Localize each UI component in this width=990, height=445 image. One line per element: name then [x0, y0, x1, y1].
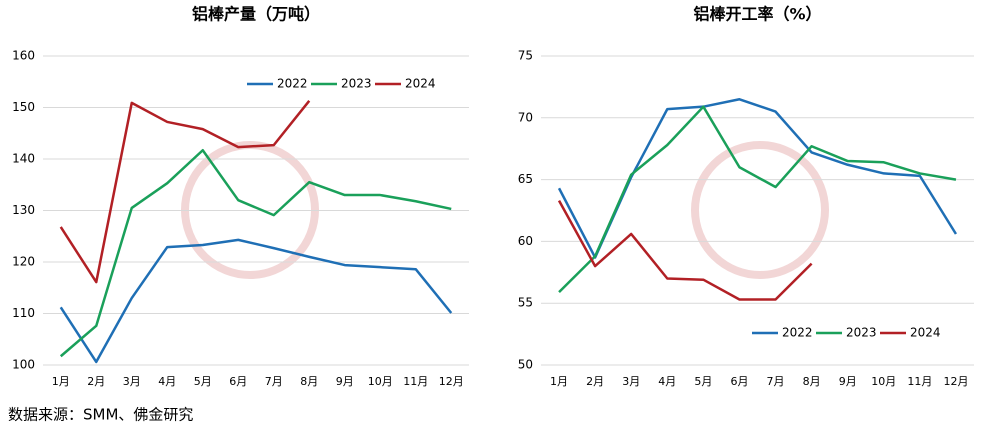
- y-tick-label: 150: [12, 100, 35, 114]
- chart-title: 铝棒开工率（%）: [693, 5, 821, 24]
- x-tick-label: 8月: [803, 375, 821, 388]
- x-tick-label: 8月: [300, 375, 318, 388]
- legend-label: 2023: [341, 77, 372, 91]
- y-tick-label: 60: [518, 234, 533, 248]
- y-tick-label: 75: [518, 49, 533, 63]
- y-tick-label: 50: [518, 358, 533, 372]
- x-tick-label: 5月: [694, 375, 712, 388]
- x-tick-label: 6月: [730, 375, 748, 388]
- y-tick-label: 55: [518, 296, 533, 310]
- x-tick-label: 4月: [658, 375, 676, 388]
- x-tick-label: 12月: [439, 375, 464, 388]
- x-tick-label: 7月: [265, 375, 283, 388]
- x-tick-label: 11月: [403, 375, 428, 388]
- x-tick-label: 10月: [871, 375, 896, 388]
- x-tick-label: 11月: [907, 375, 932, 388]
- x-tick-label: 1月: [550, 375, 568, 388]
- legend-label: 2022: [782, 326, 813, 340]
- y-tick-label: 100: [12, 358, 35, 372]
- x-tick-label: 3月: [622, 375, 640, 388]
- x-tick-label: 1月: [52, 375, 70, 388]
- x-tick-label: 10月: [368, 375, 393, 388]
- x-tick-label: 2月: [87, 375, 105, 388]
- series-line: [59, 148, 452, 358]
- series-line: [557, 200, 813, 301]
- y-tick-label: 65: [518, 172, 533, 186]
- y-tick-label: 130: [12, 203, 35, 217]
- legend-label: 2024: [910, 326, 941, 340]
- y-tick-label: 120: [12, 255, 35, 269]
- x-tick-label: 7月: [767, 375, 785, 388]
- source: 数据来源：SMM、佛金研究: [8, 406, 193, 424]
- x-tick-label: 12月: [943, 375, 968, 388]
- y-tick-label: 110: [12, 306, 35, 320]
- legend-label: 2022: [277, 77, 308, 91]
- legend-label: 2024: [405, 77, 436, 91]
- series-line: [59, 238, 453, 364]
- x-tick-label: 2月: [586, 375, 604, 388]
- y-tick-label: 70: [518, 110, 533, 124]
- chart-title: 铝棒产量（万吨）: [192, 5, 320, 24]
- x-tick-label: 4月: [158, 375, 176, 388]
- y-tick-label: 140: [12, 152, 35, 166]
- legend-label: 2023: [846, 326, 877, 340]
- x-tick-label: 5月: [194, 375, 212, 388]
- watermark: [691, 141, 829, 279]
- x-tick-label: 6月: [229, 375, 247, 388]
- series-line: [558, 105, 957, 293]
- x-tick-label: 9月: [336, 375, 354, 388]
- x-tick-label: 3月: [123, 375, 141, 388]
- y-tick-label: 160: [12, 49, 35, 63]
- series-line: [59, 100, 311, 284]
- x-tick-label: 9月: [839, 375, 857, 388]
